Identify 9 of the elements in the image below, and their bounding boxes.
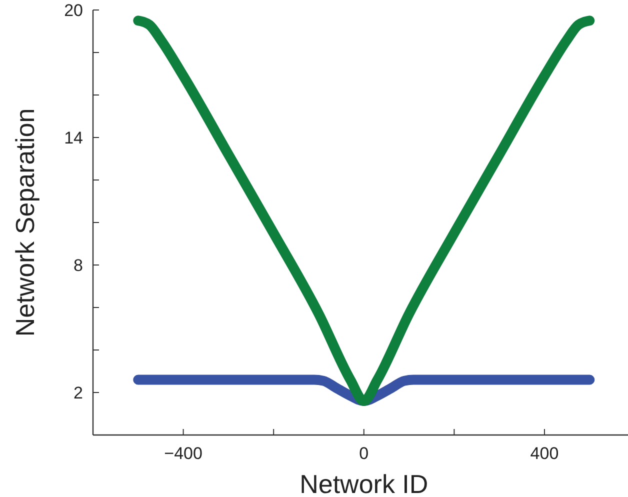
x-tick-label: 400 — [530, 444, 559, 463]
y-tick-label: 8 — [74, 256, 83, 275]
x-tick-label: −400 — [164, 444, 202, 463]
y-tick-label: 20 — [64, 1, 83, 20]
y-axis-title: Network Separation — [10, 108, 40, 337]
y-tick-label: 2 — [74, 384, 83, 402]
x-tick-label: 0 — [359, 444, 369, 463]
x-axis-title: Network ID — [300, 469, 428, 497]
y-tick-label: 14 — [64, 128, 83, 148]
